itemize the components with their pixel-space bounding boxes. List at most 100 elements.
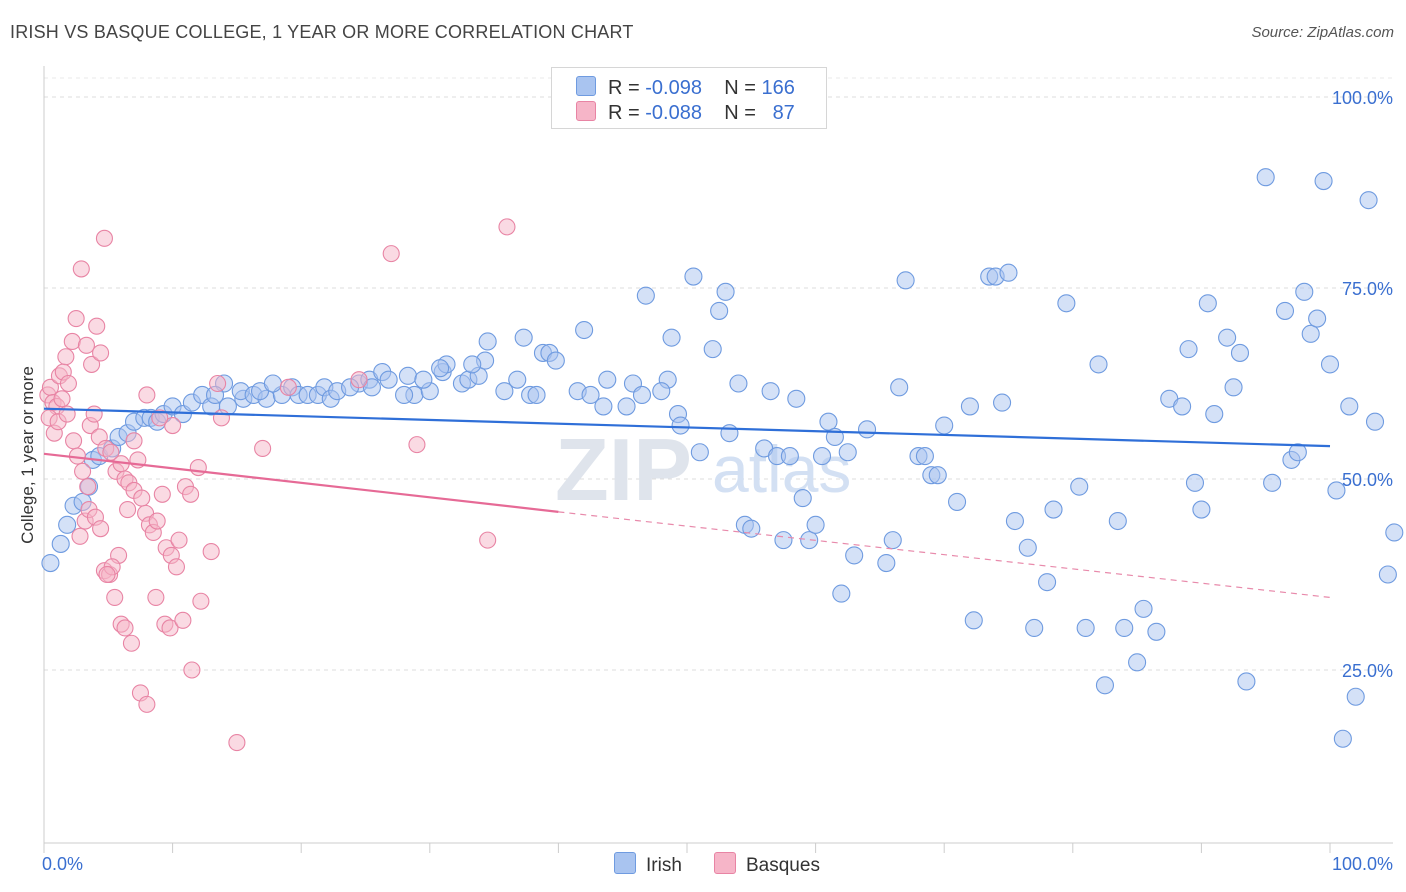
basques-point: [95, 229, 113, 247]
irish-point: [793, 489, 812, 508]
irish-point: [662, 328, 681, 347]
basques-point: [153, 485, 171, 503]
irish-point: [632, 385, 652, 405]
irish-point: [398, 366, 417, 385]
irish-point: [960, 397, 979, 416]
basques-point: [209, 374, 227, 393]
bottom-basques-label: Basques: [746, 855, 820, 876]
watermark-atlas: atlas: [712, 432, 851, 506]
basques-point: [71, 527, 89, 545]
irish-point: [1314, 171, 1333, 191]
irish-point: [1147, 622, 1166, 641]
irish-point: [857, 420, 877, 439]
irish-point: [546, 351, 565, 370]
basques-point: [167, 558, 186, 576]
irish-point: [1224, 378, 1243, 397]
irish-point: [928, 466, 947, 485]
irish-point: [1365, 412, 1385, 431]
y-tick-label: 50.0%: [1342, 470, 1393, 490]
irish-point: [617, 397, 636, 416]
irish-point: [527, 385, 546, 405]
irish-point: [594, 397, 613, 416]
legend-row-irish: R = -0.098 N = 166: [576, 76, 795, 100]
irish-point: [1115, 618, 1134, 638]
basques-point: [72, 260, 90, 278]
irish-point: [1327, 481, 1346, 500]
irish-point: [58, 515, 77, 534]
y-tick-label: 25.0%: [1342, 661, 1393, 681]
basques-point: [65, 432, 83, 450]
basques-trend-line-extended: [558, 511, 1331, 599]
irish-point: [1192, 500, 1211, 519]
basques-point: [63, 332, 81, 351]
irish-point: [1218, 328, 1237, 347]
irish-point: [999, 263, 1018, 282]
irish-point: [414, 370, 433, 389]
source-label: Source: ZipAtlas.com: [1251, 24, 1394, 41]
basques-n-label: N =: [724, 102, 756, 124]
irish-point: [1044, 500, 1063, 519]
irish-point: [1288, 443, 1307, 462]
irish-point: [495, 382, 514, 401]
basques-swatch: [576, 101, 596, 121]
bottom-irish-swatch: [614, 852, 636, 874]
irish-point: [379, 370, 398, 389]
basques-point: [125, 432, 143, 450]
irish-point: [1275, 301, 1295, 320]
basques-point: [408, 436, 426, 454]
irish-point: [877, 553, 896, 573]
basques-point: [79, 478, 97, 496]
irish-point: [395, 385, 414, 405]
irish-point: [780, 447, 799, 466]
irish-point: [729, 374, 748, 393]
irish-point: [1057, 294, 1076, 313]
basques-point: [98, 565, 116, 584]
basques-point: [67, 310, 85, 328]
irish-point: [508, 370, 527, 389]
irish-point: [362, 378, 381, 397]
series-irish: [41, 168, 1404, 748]
irish-point: [806, 515, 825, 534]
irish-point: [1108, 511, 1127, 531]
irish-point: [1230, 343, 1250, 362]
basques-n-value: 87: [772, 102, 795, 124]
basques-point: [147, 588, 165, 606]
basques-point: [182, 485, 200, 503]
irish-point: [993, 393, 1012, 412]
basques-point: [88, 317, 106, 335]
basques-point: [106, 588, 124, 606]
irish-point: [1076, 618, 1095, 638]
basques-point: [59, 374, 77, 393]
basques-point: [161, 619, 179, 637]
irish-r-value: -0.098: [645, 77, 702, 99]
irish-point: [716, 282, 735, 301]
irish-point: [51, 534, 70, 553]
basques-point: [479, 531, 497, 549]
irish-point: [1173, 397, 1192, 416]
basques-point: [85, 405, 103, 423]
irish-point: [742, 519, 761, 538]
basques-point: [164, 416, 182, 435]
basques-point: [183, 661, 201, 679]
y-tick-label: 75.0%: [1342, 279, 1393, 299]
bottom-legend-basques: Basques: [714, 852, 820, 877]
irish-point: [787, 389, 806, 408]
basques-point: [116, 619, 134, 637]
irish-point: [819, 412, 838, 431]
irish-point: [812, 447, 832, 466]
watermark: ZIP atlas: [555, 420, 851, 519]
irish-point: [671, 416, 690, 435]
basques-point: [92, 344, 110, 362]
basques-point: [228, 734, 246, 752]
irish-point: [1185, 473, 1205, 492]
irish-point: [463, 355, 482, 374]
irish-point: [838, 443, 857, 462]
legend-row-basques: R = -0.088 N = 87: [576, 101, 795, 125]
irish-point: [1359, 191, 1378, 210]
irish-point: [684, 267, 703, 286]
irish-point: [598, 370, 617, 389]
bottom-legend-irish: Irish: [614, 852, 682, 877]
irish-point: [1385, 523, 1404, 542]
irish-point: [1237, 672, 1256, 691]
basques-point: [279, 378, 297, 396]
